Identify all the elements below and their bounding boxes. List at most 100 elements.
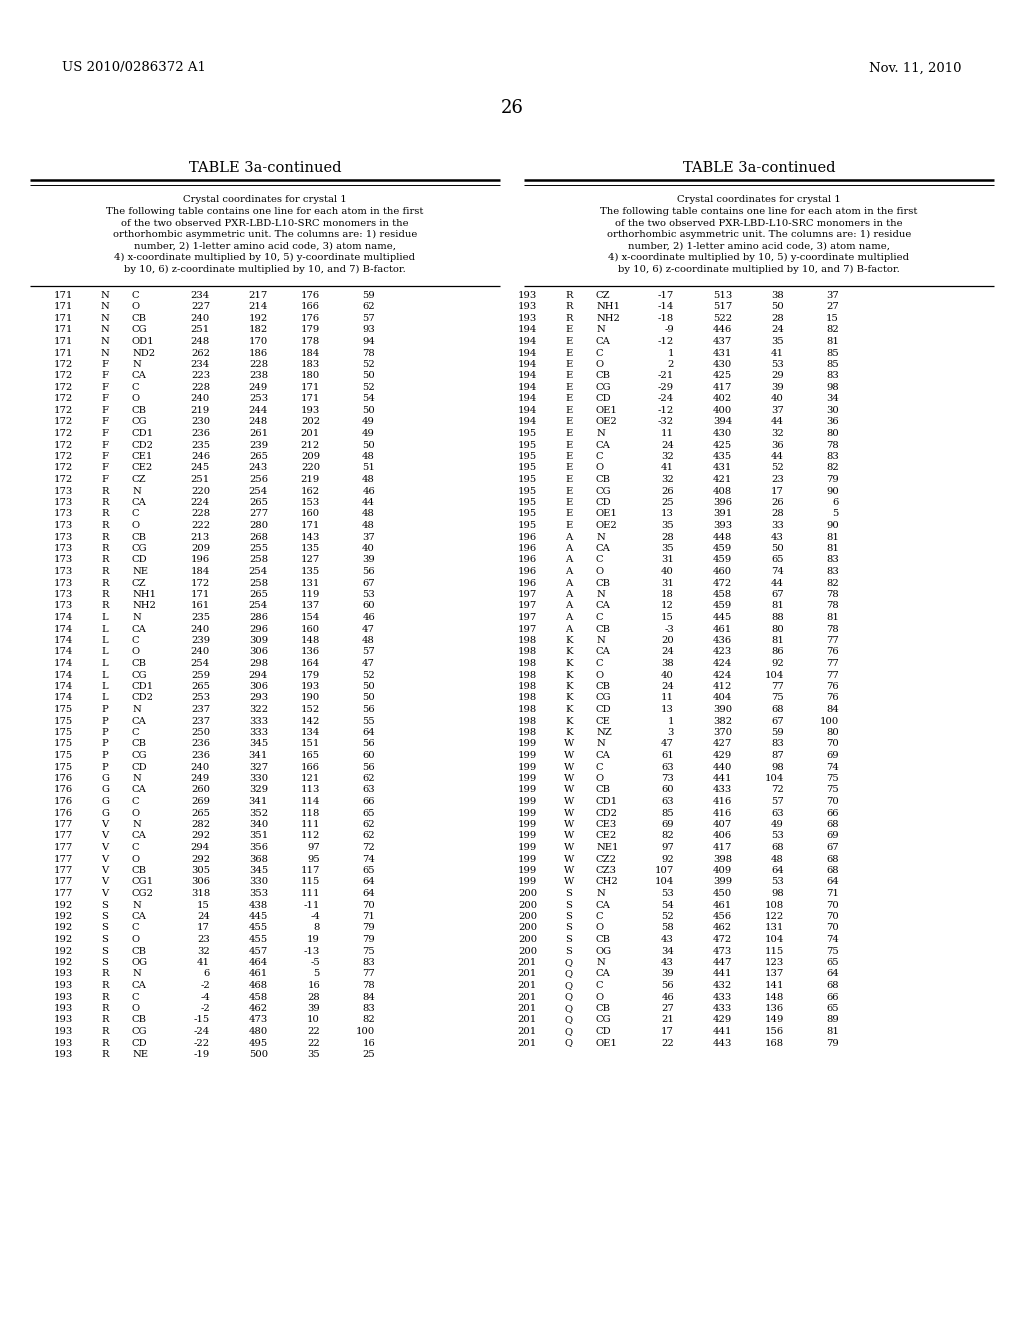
Text: 100: 100 bbox=[355, 1027, 375, 1036]
Text: 171: 171 bbox=[301, 521, 319, 531]
Text: 17: 17 bbox=[198, 924, 210, 932]
Text: 107: 107 bbox=[654, 866, 674, 875]
Text: CE2: CE2 bbox=[596, 832, 617, 841]
Text: L: L bbox=[101, 636, 109, 645]
Text: 6: 6 bbox=[833, 498, 839, 507]
Text: 473: 473 bbox=[249, 1015, 268, 1024]
Text: 254: 254 bbox=[249, 568, 268, 576]
Text: 193: 193 bbox=[53, 1015, 73, 1024]
Text: L: L bbox=[101, 682, 109, 690]
Text: 220: 220 bbox=[190, 487, 210, 495]
Text: ND2: ND2 bbox=[132, 348, 155, 358]
Text: 436: 436 bbox=[713, 636, 732, 645]
Text: 67: 67 bbox=[362, 578, 375, 587]
Text: 65: 65 bbox=[826, 1005, 839, 1012]
Text: 234: 234 bbox=[190, 290, 210, 300]
Text: S: S bbox=[101, 924, 109, 932]
Text: 19: 19 bbox=[307, 935, 319, 944]
Text: 26: 26 bbox=[501, 99, 523, 117]
Text: O: O bbox=[132, 521, 140, 531]
Text: C: C bbox=[132, 636, 139, 645]
Text: E: E bbox=[565, 337, 572, 346]
Text: 268: 268 bbox=[249, 532, 268, 541]
Text: 193: 193 bbox=[53, 993, 73, 1002]
Text: E: E bbox=[565, 498, 572, 507]
Text: 111: 111 bbox=[300, 820, 319, 829]
Text: CE: CE bbox=[596, 717, 611, 726]
Text: 179: 179 bbox=[301, 671, 319, 680]
Text: 198: 198 bbox=[518, 648, 537, 656]
Text: OE1: OE1 bbox=[596, 407, 617, 414]
Text: 194: 194 bbox=[517, 360, 537, 370]
Text: 201: 201 bbox=[518, 993, 537, 1002]
Text: 198: 198 bbox=[518, 693, 537, 702]
Text: 111: 111 bbox=[300, 888, 319, 898]
Text: 177: 177 bbox=[53, 820, 73, 829]
Text: 50: 50 bbox=[362, 441, 375, 450]
Text: 195: 195 bbox=[518, 510, 537, 519]
Text: 17: 17 bbox=[662, 1027, 674, 1036]
Text: Q: Q bbox=[565, 1015, 573, 1024]
Text: 178: 178 bbox=[301, 337, 319, 346]
Text: 3: 3 bbox=[668, 729, 674, 737]
Text: 416: 416 bbox=[713, 808, 732, 817]
Text: 127: 127 bbox=[301, 556, 319, 565]
Text: 196: 196 bbox=[518, 532, 537, 541]
Text: 1: 1 bbox=[668, 348, 674, 358]
Text: 256: 256 bbox=[249, 475, 268, 484]
Text: 65: 65 bbox=[362, 866, 375, 875]
Text: N: N bbox=[100, 326, 110, 334]
Text: 186: 186 bbox=[249, 348, 268, 358]
Text: 44: 44 bbox=[771, 578, 784, 587]
Text: 391: 391 bbox=[713, 510, 732, 519]
Text: 341: 341 bbox=[249, 797, 268, 807]
Text: 440: 440 bbox=[713, 763, 732, 771]
Text: R: R bbox=[101, 578, 109, 587]
Text: O: O bbox=[132, 648, 140, 656]
Text: 198: 198 bbox=[518, 682, 537, 690]
Text: 201: 201 bbox=[518, 1027, 537, 1036]
Text: 23: 23 bbox=[771, 475, 784, 484]
Text: 57: 57 bbox=[771, 797, 784, 807]
Text: 197: 197 bbox=[518, 590, 537, 599]
Text: 29: 29 bbox=[771, 371, 784, 380]
Text: OE1: OE1 bbox=[596, 510, 617, 519]
Text: 175: 175 bbox=[53, 763, 73, 771]
Text: 47: 47 bbox=[362, 659, 375, 668]
Text: R: R bbox=[565, 302, 572, 312]
Text: 70: 70 bbox=[826, 900, 839, 909]
Text: 199: 199 bbox=[518, 866, 537, 875]
Text: 195: 195 bbox=[518, 475, 537, 484]
Text: 75: 75 bbox=[362, 946, 375, 956]
Text: 28: 28 bbox=[307, 993, 319, 1002]
Text: 425: 425 bbox=[713, 441, 732, 450]
Text: 123: 123 bbox=[765, 958, 784, 968]
Text: 176: 176 bbox=[54, 774, 73, 783]
Text: 235: 235 bbox=[190, 441, 210, 450]
Text: 32: 32 bbox=[198, 946, 210, 956]
Text: R: R bbox=[101, 1005, 109, 1012]
Text: 234: 234 bbox=[190, 360, 210, 370]
Text: 100: 100 bbox=[820, 717, 839, 726]
Text: 194: 194 bbox=[517, 407, 537, 414]
Text: W: W bbox=[564, 832, 574, 841]
Text: 66: 66 bbox=[362, 797, 375, 807]
Text: 293: 293 bbox=[249, 693, 268, 702]
Text: 177: 177 bbox=[53, 878, 73, 887]
Text: 461: 461 bbox=[713, 624, 732, 634]
Text: 193: 193 bbox=[518, 302, 537, 312]
Text: 39: 39 bbox=[307, 1005, 319, 1012]
Text: 194: 194 bbox=[517, 371, 537, 380]
Text: 98: 98 bbox=[771, 763, 784, 771]
Text: 118: 118 bbox=[301, 808, 319, 817]
Text: 50: 50 bbox=[771, 302, 784, 312]
Text: A: A bbox=[565, 568, 572, 576]
Text: 35: 35 bbox=[662, 544, 674, 553]
Text: 209: 209 bbox=[190, 544, 210, 553]
Text: C: C bbox=[132, 924, 139, 932]
Text: 399: 399 bbox=[713, 878, 732, 887]
Text: 6: 6 bbox=[204, 969, 210, 978]
Text: 77: 77 bbox=[826, 659, 839, 668]
Text: 230: 230 bbox=[190, 417, 210, 426]
Text: 44: 44 bbox=[771, 417, 784, 426]
